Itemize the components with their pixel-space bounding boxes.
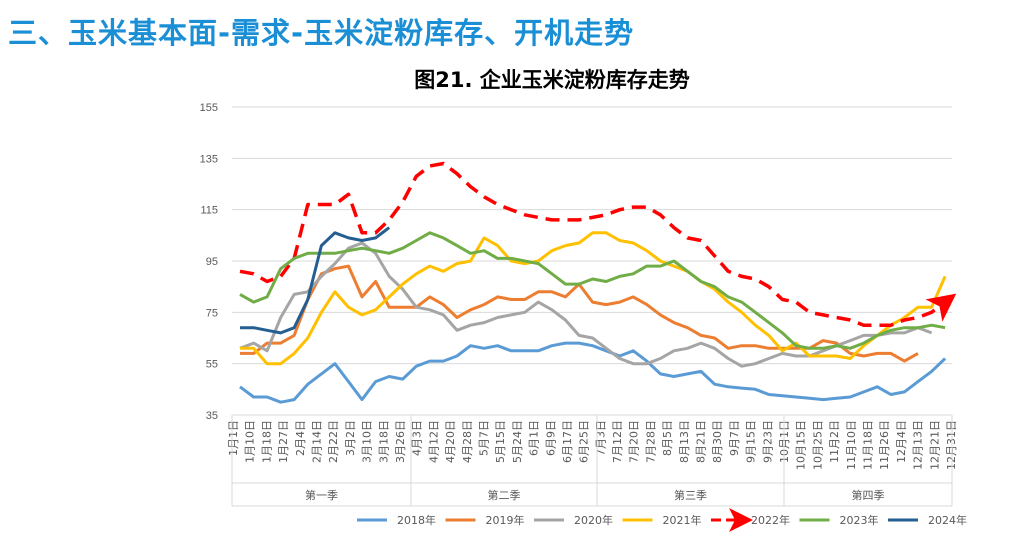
x-tick-label: 12月13日 [912,420,925,470]
y-tick-label: 95 [206,256,218,268]
y-tick-label: 115 [200,205,218,217]
x-tick-label: 9月7日 [728,420,741,456]
series-line-2018年 [239,341,947,404]
quarter-label: 第三季 [674,488,707,502]
y-tick-label: 75 [206,307,218,319]
page-header-title: 三、玉米基本面-需求-玉米淀粉库存、开机走势 [8,16,635,50]
x-tick-label: 2月4日 [294,420,307,456]
x-tick-label: 4月28日 [461,420,474,463]
x-tick-label: 8月30日 [711,420,724,463]
x-tick-label: 8月21日 [695,420,708,463]
series-line-2020年 [239,241,933,368]
x-tick-label: 11月18日 [862,420,875,470]
x-tick-label: 3月2日 [344,420,357,456]
series-line-2021年 [240,231,947,366]
legend-label: 2020年 [574,513,613,527]
x-tick-label: 9月15日 [745,420,758,463]
x-tick-label: 10月1日 [778,420,791,463]
x-tick-label: 11月26日 [878,420,891,470]
y-tick-label: 55 [206,359,218,371]
x-tick-label: 3月18日 [377,420,390,463]
legend-label: 2021年 [663,513,702,527]
x-tick-label: 8月5日 [661,420,674,456]
legend-label: 2019年 [486,513,525,527]
x-tick-label: 6月1日 [528,420,541,456]
quarter-label: 第一季 [305,488,338,502]
y-tick-label: 155 [200,102,218,114]
x-tick-label: 4月12日 [427,420,440,463]
legend-label: 2018年 [397,513,436,527]
legend-label: 2024年 [928,513,967,527]
quarter-label: 第二季 [488,488,521,502]
x-tick-label: 11月2日 [828,420,841,463]
x-tick-label: 1月27日 [277,420,290,463]
x-tick-label: 6月9日 [544,420,557,456]
x-tick-label: 3月26日 [394,420,407,463]
quarter-label: 第四季 [852,488,885,502]
x-tick-label: 1月1日 [227,420,240,456]
x-tick-label: 1月10日 [244,420,257,463]
y-tick-label: 35 [206,410,218,422]
x-tick-label: 6月25日 [578,420,591,463]
x-tick-label: 8月13日 [678,420,691,463]
x-tick-label: 7月20日 [628,420,641,463]
chart-title: 图21. 企业玉米淀粉库存走势 [414,68,690,92]
x-tick-label: 9月23日 [761,420,774,463]
x-tick-label: 5月15日 [494,420,507,463]
series-line-2022年 [239,161,957,327]
legend-label: 2022年 [751,513,790,527]
x-tick-label: 4月20日 [444,420,457,463]
x-tick-label: 12月4日 [895,420,908,463]
x-tick-label: 3月10日 [361,420,374,463]
x-tick-label: 2月22日 [327,420,340,463]
x-tick-label: 10月15日 [795,420,808,470]
x-tick-label: 12月21日 [928,420,941,470]
legend-label: 2023年 [840,513,879,527]
x-tick-label: 5月24日 [511,420,524,463]
series-line-2024年 [240,226,391,335]
series-line-2023年 [239,231,946,350]
x-tick-label: 11月10日 [845,420,858,470]
x-tick-label: 1月18日 [260,420,273,463]
x-tick-label: 2月14日 [310,420,323,463]
x-tick-label: 4月3日 [411,420,424,456]
x-tick-label: 7月28日 [644,420,657,463]
x-tick-label: 7月3日 [594,420,607,456]
x-tick-label: 7月12日 [611,420,624,463]
x-tick-label: 10月25日 [811,420,824,470]
x-tick-label: 6月17日 [561,420,574,463]
y-tick-label: 135 [200,153,218,165]
x-tick-label: 5月7日 [477,420,490,456]
